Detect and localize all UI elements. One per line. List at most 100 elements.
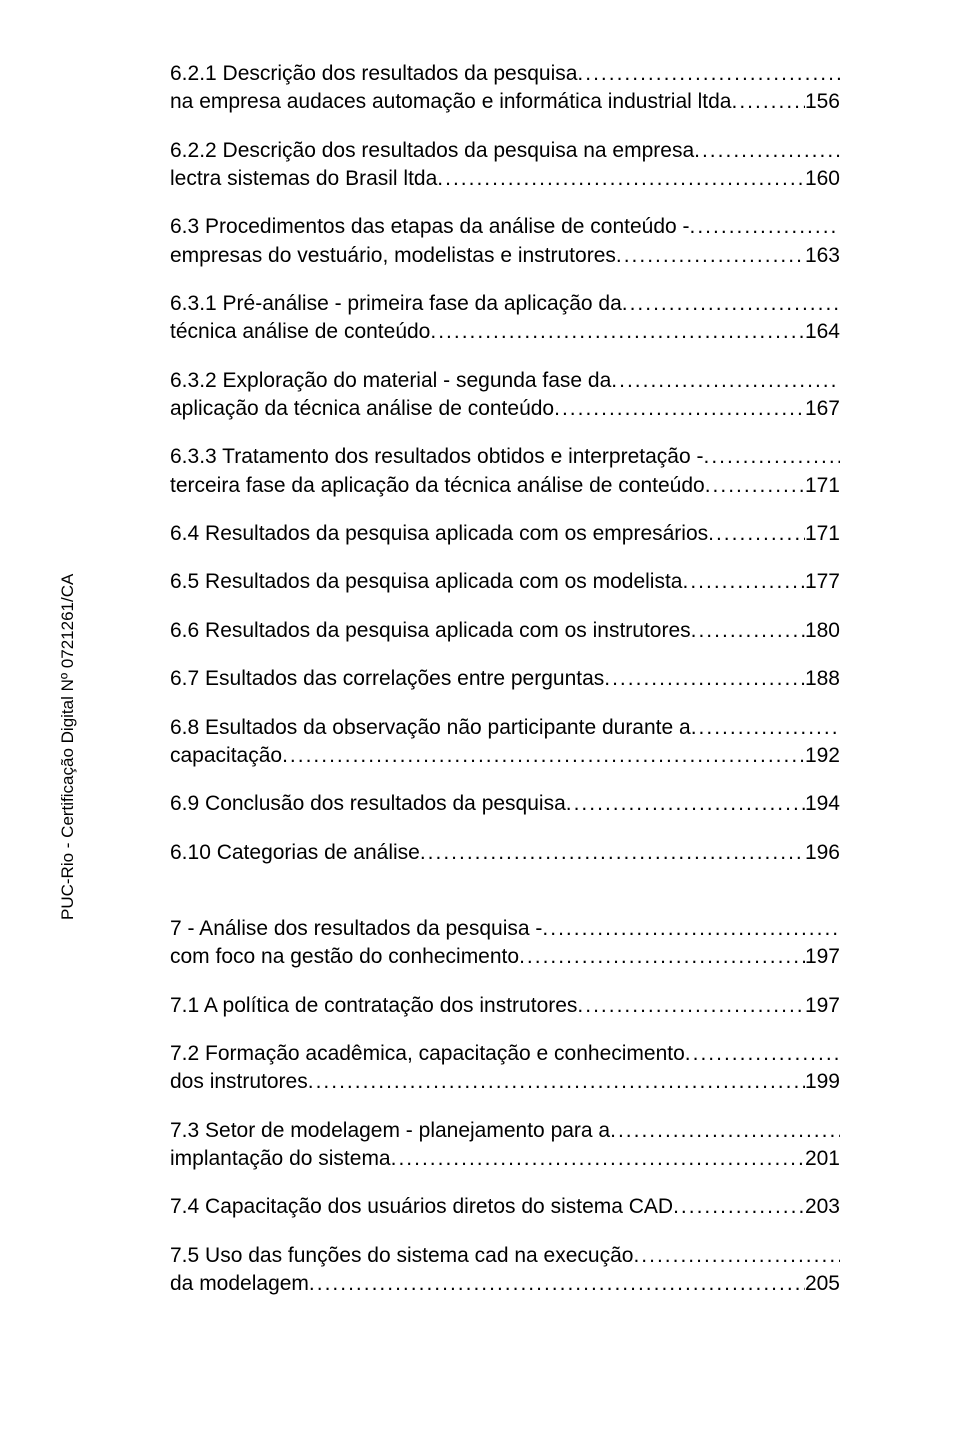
toc-page-number: 197 — [805, 943, 840, 971]
toc-line: 7.2 Formação acadêmica, capacitação e co… — [170, 1040, 840, 1068]
toc-leader-dots — [694, 137, 840, 165]
toc-text: 7 - Análise dos resultados da pesquisa - — [170, 915, 542, 943]
toc-page-number: 163 — [805, 242, 840, 270]
toc-text: 6.4 Resultados da pesquisa aplicada com … — [170, 520, 708, 548]
certification-sidebar: PUC-Rio - Certificação Digital Nº 072126… — [58, 574, 78, 920]
toc-text: 6.6 Resultados da pesquisa aplicada com … — [170, 617, 691, 645]
toc-line: dos instrutores 199 — [170, 1068, 840, 1096]
toc-text: 6.3.3 Tratamento dos resultados obtidos … — [170, 443, 703, 471]
toc-line: 6.3.3 Tratamento dos resultados obtidos … — [170, 443, 840, 471]
toc-text: 7.3 Setor de modelagem - planejamento pa… — [170, 1117, 610, 1145]
toc-text: 6.10 Categorias de análise — [170, 839, 420, 867]
toc-page-number: 171 — [805, 472, 840, 500]
toc-line: 6.7 Esultados das correlações entre perg… — [170, 665, 840, 693]
toc-line: 6.2.1 Descrição dos resultados da pesqui… — [170, 60, 840, 88]
toc-line: terceira fase da aplicação da técnica an… — [170, 472, 840, 500]
toc-page-number: 194 — [805, 790, 840, 818]
toc-text: da modelagem — [170, 1270, 309, 1298]
section-gap — [170, 887, 840, 915]
toc-line: empresas do vestuário, modelistas e inst… — [170, 242, 840, 270]
toc-line: 7 - Análise dos resultados da pesquisa - — [170, 915, 840, 943]
toc-line: 6.6 Resultados da pesquisa aplicada com … — [170, 617, 840, 645]
toc-text: 6.8 Esultados da observação não particip… — [170, 714, 691, 742]
toc-text: 6.3.2 Exploração do material - segunda f… — [170, 367, 611, 395]
toc-leader-dots — [708, 520, 805, 548]
toc-leader-dots — [430, 318, 805, 346]
toc-entry: 6.5 Resultados da pesquisa aplicada com … — [170, 568, 840, 596]
toc-text: 6.9 Conclusão dos resultados da pesquisa — [170, 790, 566, 818]
toc-page-number: 199 — [805, 1068, 840, 1096]
toc-page-number: 180 — [805, 617, 840, 645]
toc-leader-dots — [437, 165, 805, 193]
toc-leader-dots — [554, 395, 805, 423]
toc-entry: 6.7 Esultados das correlações entre perg… — [170, 665, 840, 693]
toc-leader-dots — [542, 915, 840, 943]
toc-entry: 6.4 Resultados da pesquisa aplicada com … — [170, 520, 840, 548]
toc-leader-dots — [633, 1242, 840, 1270]
toc-leader-dots — [566, 790, 805, 818]
toc-text: 6.2.1 Descrição dos resultados da pesqui… — [170, 60, 577, 88]
toc-text: empresas do vestuário, modelistas e inst… — [170, 242, 616, 270]
toc-line: 6.3.2 Exploração do material - segunda f… — [170, 367, 840, 395]
toc-text: técnica análise de conteúdo — [170, 318, 430, 346]
toc-text: 6.3.1 Pré-análise - primeira fase da apl… — [170, 290, 622, 318]
toc-leader-dots — [420, 839, 805, 867]
toc-line: 6.8 Esultados da observação não particip… — [170, 714, 840, 742]
toc-line: 6.3 Procedimentos das etapas da análise … — [170, 213, 840, 241]
toc-line: 7.4 Capacitação dos usuários diretos do … — [170, 1193, 840, 1221]
toc-page-number: 160 — [805, 165, 840, 193]
toc-leader-dots — [685, 1040, 840, 1068]
toc-text: com foco na gestão do conhecimento — [170, 943, 519, 971]
toc-entry: 6.9 Conclusão dos resultados da pesquisa… — [170, 790, 840, 818]
toc-page-number: 203 — [805, 1193, 840, 1221]
toc-line: 6.4 Resultados da pesquisa aplicada com … — [170, 520, 840, 548]
toc-leader-dots — [308, 1068, 805, 1096]
toc-entry: 6.3 Procedimentos das etapas da análise … — [170, 213, 840, 270]
toc-text: 6.3 Procedimentos das etapas da análise … — [170, 213, 690, 241]
toc-line: capacitação192 — [170, 742, 840, 770]
document-page: PUC-Rio - Certificação Digital Nº 072126… — [0, 0, 960, 1448]
toc-page-number: 192 — [805, 742, 840, 770]
toc-text: 7.2 Formação acadêmica, capacitação e co… — [170, 1040, 685, 1068]
toc-leader-dots — [391, 1145, 805, 1173]
toc-line: 6.9 Conclusão dos resultados da pesquisa… — [170, 790, 840, 818]
toc-entry: 7.3 Setor de modelagem - planejamento pa… — [170, 1117, 840, 1174]
toc-leader-dots — [616, 242, 805, 270]
toc-leader-dots — [682, 568, 804, 596]
toc-page-number: 156 — [805, 88, 840, 116]
toc-line: 7.1 A política de contratação dos instru… — [170, 992, 840, 1020]
toc-text: lectra sistemas do Brasil ltda — [170, 165, 437, 193]
toc-leader-dots — [673, 1193, 805, 1221]
toc-line: 7.3 Setor de modelagem - planejamento pa… — [170, 1117, 840, 1145]
toc-line: 6.3.1 Pré-análise - primeira fase da apl… — [170, 290, 840, 318]
toc-leader-dots — [577, 60, 840, 88]
toc-text: aplicação da técnica análise de conteúdo — [170, 395, 554, 423]
toc-page-number: 171 — [805, 520, 840, 548]
toc-leader-dots — [731, 88, 804, 116]
toc-entry: 6.3.1 Pré-análise - primeira fase da apl… — [170, 290, 840, 347]
toc-entry: 7.4 Capacitação dos usuários diretos do … — [170, 1193, 840, 1221]
toc-leader-dots — [610, 1117, 840, 1145]
toc-text: 7.5 Uso das funções do sistema cad na ex… — [170, 1242, 633, 1270]
toc-text: terceira fase da aplicação da técnica an… — [170, 472, 705, 500]
toc-text: 6.2.2 Descrição dos resultados da pesqui… — [170, 137, 694, 165]
toc-line: 6.5 Resultados da pesquisa aplicada com … — [170, 568, 840, 596]
toc-line: implantação do sistema201 — [170, 1145, 840, 1173]
toc-entry: 6.10 Categorias de análise196 — [170, 839, 840, 867]
toc-entry: 6.8 Esultados da observação não particip… — [170, 714, 840, 771]
toc-line: 7.5 Uso das funções do sistema cad na ex… — [170, 1242, 840, 1270]
toc-entry: 6.6 Resultados da pesquisa aplicada com … — [170, 617, 840, 645]
toc-leader-dots — [703, 443, 840, 471]
toc-leader-dots — [282, 742, 805, 770]
toc-page-number: 197 — [805, 992, 840, 1020]
toc-text: na empresa audaces automação e informáti… — [170, 88, 731, 116]
toc-text: implantação do sistema — [170, 1145, 391, 1173]
toc-page-number: 188 — [805, 665, 840, 693]
table-of-contents: 6.2.1 Descrição dos resultados da pesqui… — [170, 60, 840, 1298]
toc-line: 6.2.2 Descrição dos resultados da pesqui… — [170, 137, 840, 165]
toc-page-number: 205 — [805, 1270, 840, 1298]
toc-leader-dots — [690, 213, 840, 241]
toc-text: dos instrutores — [170, 1068, 308, 1096]
toc-entry: 7.2 Formação acadêmica, capacitação e co… — [170, 1040, 840, 1097]
toc-text: 6.7 Esultados das correlações entre perg… — [170, 665, 604, 693]
